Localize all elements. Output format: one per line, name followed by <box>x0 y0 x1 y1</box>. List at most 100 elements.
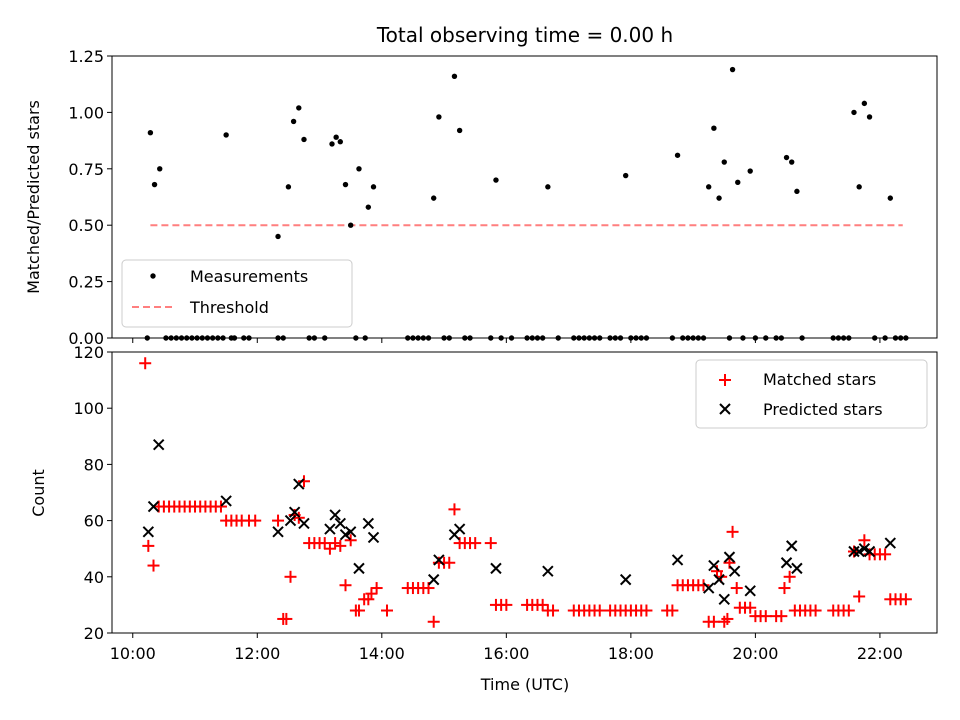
matched-star-point <box>730 582 743 595</box>
measurement-point <box>705 184 712 190</box>
predicted-star-point <box>863 545 876 558</box>
predicted-star-point <box>433 554 445 566</box>
matched-star-point <box>142 539 155 552</box>
measurement-point <box>430 195 437 201</box>
bottom-x-tick-label: 16:00 <box>483 644 529 663</box>
measurement-point <box>711 125 717 131</box>
top-legend: Measurements Threshold <box>121 259 353 328</box>
predicted-star-point <box>702 582 715 594</box>
top-y-ticks: 0.00 0.25 0.50 0.75 1.00 1.25 <box>68 47 112 348</box>
matched-star-point <box>323 542 336 555</box>
predicted-star-point <box>619 573 632 586</box>
top-y-tick-label: 0.25 <box>68 273 104 292</box>
bottom-y-tick-label: 20 <box>84 624 104 643</box>
matched-star-point <box>214 500 227 513</box>
bottom-y-tick-label: 60 <box>84 512 104 531</box>
matched-star-point <box>783 570 796 583</box>
measurement-point <box>223 132 229 138</box>
predicted-stars-points <box>142 439 897 605</box>
predicted-star-point <box>142 526 155 538</box>
measurement-point <box>147 130 154 136</box>
matched-star-point <box>443 556 456 569</box>
legend-measurements-marker <box>150 273 156 279</box>
matched-star-point <box>318 537 331 550</box>
measurement-point <box>296 105 302 111</box>
measurement-point <box>370 184 377 190</box>
matched-star-point <box>899 593 912 606</box>
top-y-tick-label: 0.75 <box>68 160 104 179</box>
top-y-tick-label: 1.00 <box>68 103 104 122</box>
matched-star-point <box>139 357 152 370</box>
bottom-legend: Matched stars Predicted stars <box>695 359 928 429</box>
top-y-tick-label: 0.50 <box>68 216 104 235</box>
matched-star-point <box>744 601 757 614</box>
predicted-star-point <box>744 585 756 597</box>
matched-star-point <box>809 604 822 617</box>
matched-star-point <box>759 610 772 623</box>
predicted-star-point <box>786 540 798 552</box>
matched-star-point <box>284 570 297 583</box>
measurement-point <box>436 114 442 120</box>
measurement-point <box>333 134 339 140</box>
predicted-star-point <box>728 565 741 577</box>
predicted-star-point <box>284 514 297 527</box>
predicted-star-point <box>708 559 720 572</box>
matched-star-point <box>292 511 305 524</box>
matched-star-point <box>484 537 497 550</box>
matched-star-point <box>547 604 560 617</box>
measurement-point <box>729 66 736 73</box>
matched-star-point <box>370 582 383 595</box>
matched-star-point <box>858 534 871 547</box>
legend-predicted-marker <box>719 403 731 415</box>
measurement-point <box>290 118 297 125</box>
predicted-star-point <box>884 537 897 549</box>
measurement-point <box>151 181 158 188</box>
predicted-star-point <box>427 573 440 586</box>
matched-star-point <box>272 514 285 527</box>
bottom-x-tick-label: 22:00 <box>857 644 903 663</box>
measurement-point <box>622 172 629 179</box>
bottom-y-axis-label: Count <box>29 469 48 517</box>
measurement-point <box>285 184 292 190</box>
legend-predicted-label: Predicted stars <box>763 400 883 419</box>
matched-star-point <box>721 612 734 625</box>
predicted-star-point <box>723 551 736 563</box>
predicted-star-point <box>329 509 341 521</box>
predicted-star-point <box>542 565 554 577</box>
legend-threshold-label: Threshold <box>189 298 269 317</box>
measurement-point <box>347 222 354 228</box>
matched-star-point <box>280 612 293 625</box>
top-chart-title: Total observing time = 0.00 h <box>376 23 673 47</box>
predicted-star-point <box>791 562 803 575</box>
measurement-point <box>342 181 349 188</box>
bottom-x-tick-label: 18:00 <box>608 644 654 663</box>
matched-star-point <box>448 503 461 516</box>
bottom-x-tick-label: 12:00 <box>234 644 280 663</box>
measurement-point <box>747 168 753 174</box>
matched-star-point <box>726 525 739 538</box>
bottom-y-tick-label: 40 <box>84 568 104 587</box>
measurement-point <box>275 233 281 240</box>
top-panel: Total observing time = 0.00 h Matched/Pr… <box>24 23 938 348</box>
bottom-y-ticks: 20 40 60 80 100 120 <box>73 343 112 643</box>
measurement-point <box>721 159 727 165</box>
measurement-point <box>866 114 873 120</box>
matched-star-point <box>427 615 440 628</box>
top-y-tick-label: 0.00 <box>68 329 104 348</box>
predicted-star-point <box>490 562 502 575</box>
measurement-point <box>356 166 362 172</box>
predicted-star-point <box>324 523 336 535</box>
predicted-star-point <box>152 439 165 451</box>
matched-star-point <box>344 534 357 547</box>
predicted-star-point <box>293 478 305 490</box>
matched-star-point <box>469 537 482 550</box>
predicted-star-point <box>780 557 793 569</box>
matched-star-point <box>666 604 679 617</box>
top-legend-box <box>121 259 353 328</box>
legend-matched-label: Matched stars <box>763 370 876 389</box>
predicted-star-point <box>344 526 357 538</box>
matched-star-point <box>536 598 549 611</box>
bottom-y-tick-label: 120 <box>73 343 104 362</box>
bottom-x-tick-label: 10:00 <box>110 644 156 663</box>
measurement-point <box>301 136 307 143</box>
